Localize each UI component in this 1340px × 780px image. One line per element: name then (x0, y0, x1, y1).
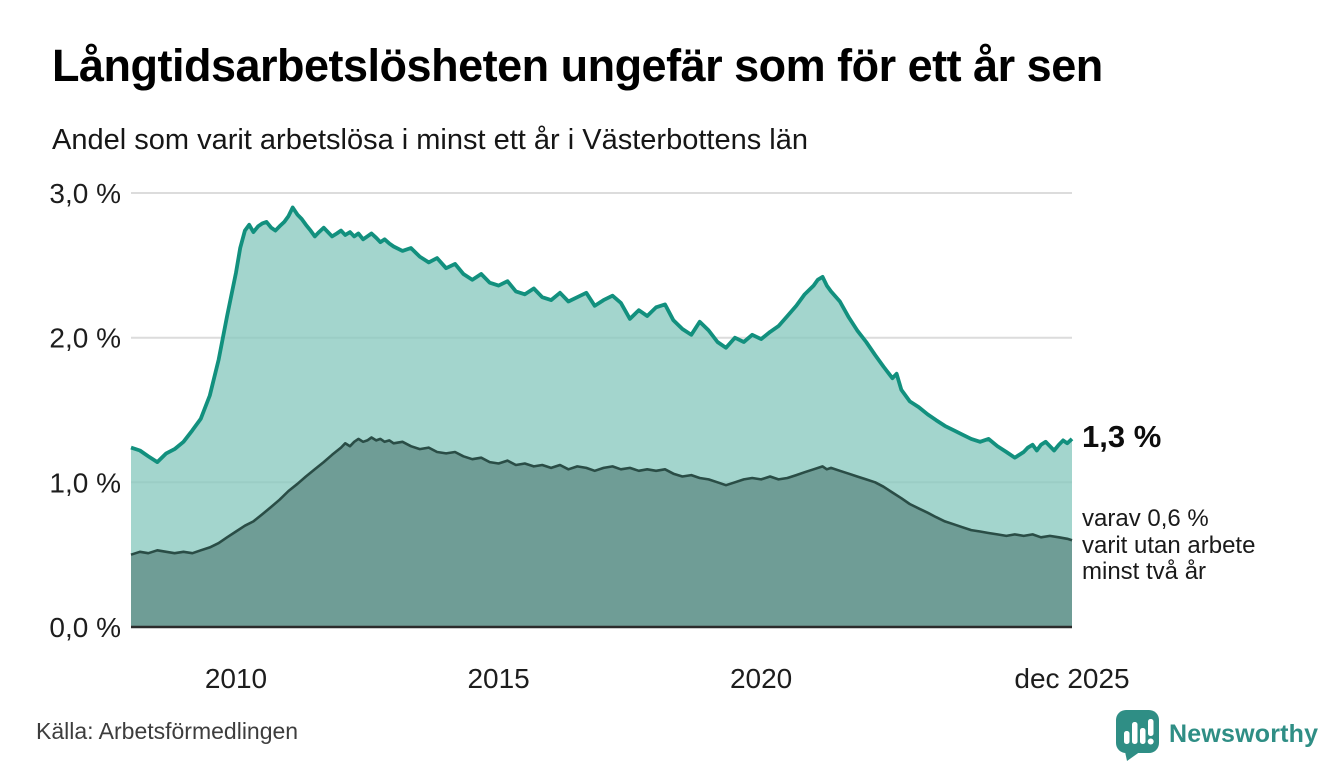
x-axis-label: 2020 (730, 663, 792, 694)
x-axis-label: dec 2025 (1014, 663, 1129, 694)
line-minst-tva-ar (130, 436, 1073, 556)
line-minst-ett-ar (130, 205, 1074, 464)
brand-name: Newsworthy (1169, 719, 1319, 748)
page-title: Långtidsarbetslösheten ungefär som för e… (52, 40, 1103, 91)
y-axis-label: 3,0 % (49, 178, 121, 209)
secondary-annotation: varav 0,6 % varit utan arbete minst två … (1082, 505, 1256, 585)
area-minst-tva-ar (131, 437, 1072, 627)
x-axis-label: 2015 (467, 663, 529, 694)
y-axis-label: 2,0 % (49, 323, 121, 354)
x-axis-label: 2010 (205, 663, 267, 694)
brand-logo: Newsworthy (1114, 707, 1318, 761)
latest-value-annotation: 1,3 % (1082, 419, 1162, 454)
y-axis-label: 0,0 % (49, 612, 121, 643)
source-label: Källa: Arbetsförmedlingen (36, 718, 299, 744)
chart-subtitle: Andel som varit arbetslösa i minst ett å… (52, 124, 808, 156)
newsworthy-logo-icon (1116, 710, 1159, 761)
y-axis-label: 1,0 % (49, 467, 121, 498)
